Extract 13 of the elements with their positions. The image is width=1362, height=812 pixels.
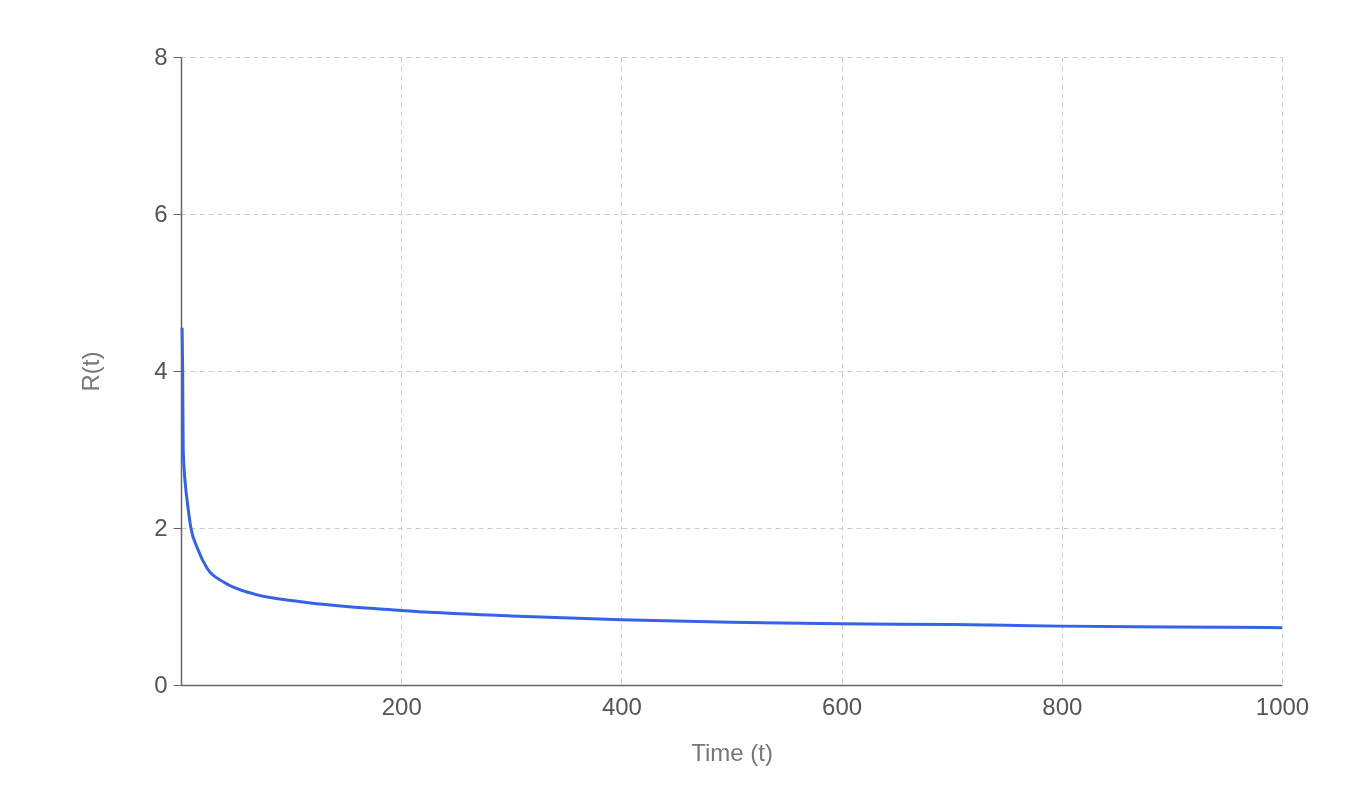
- y-tick-label: 8: [154, 42, 168, 70]
- y-axis-title: R(t): [77, 351, 105, 392]
- x-tick-label: 800: [1042, 692, 1083, 720]
- x-tick-label: 400: [601, 692, 642, 720]
- x-tick-label: 1000: [1255, 692, 1310, 720]
- y-tick-label: 4: [154, 356, 168, 384]
- y-tick-label: 0: [154, 670, 168, 698]
- y-tick-label: 6: [154, 199, 168, 227]
- y-tick-label: 2: [154, 513, 168, 541]
- x-tick-label: 200: [381, 692, 422, 720]
- x-tick-label: 600: [822, 692, 863, 720]
- x-axis-title: Time (t): [691, 738, 773, 766]
- line-series: [180, 326, 1284, 630]
